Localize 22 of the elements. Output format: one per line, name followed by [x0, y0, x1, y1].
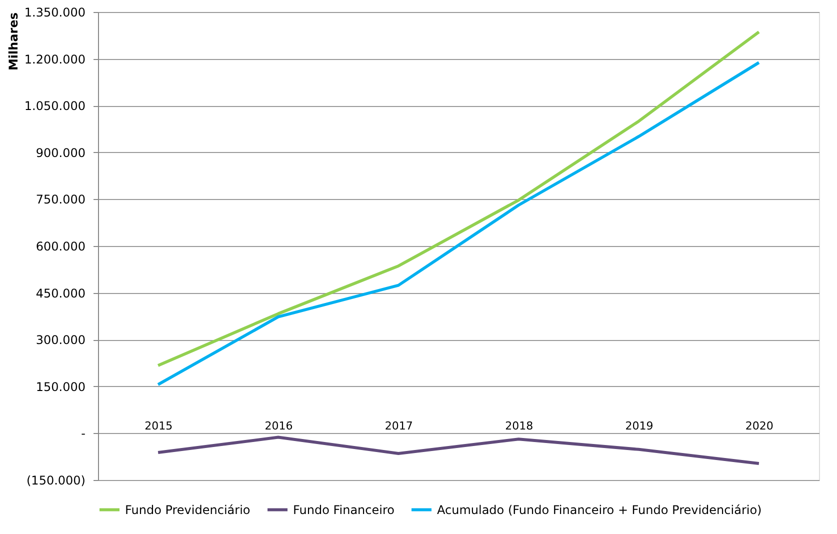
y-axis-title: Milhares	[6, 12, 20, 71]
y-tick-label: 1.200.000	[24, 52, 86, 66]
x-tick-label: 2015	[144, 420, 173, 432]
y-tick-label: -	[81, 426, 86, 441]
y-tick-label: 1.050.000	[24, 99, 86, 114]
y-tick-label: 300.000	[36, 333, 86, 348]
legend-label: Fundo Previdenciário	[125, 502, 250, 517]
y-tick-label: 150.000	[36, 380, 86, 394]
y-tick-label: 750.000	[36, 192, 86, 207]
y-tick-label: 900.000	[36, 146, 86, 160]
x-tick-label: 2020	[745, 420, 774, 432]
x-tick-label: 2019	[625, 420, 654, 432]
legend-label: Acumulado (Fundo Financeiro + Fundo Previdenciário)	[437, 502, 762, 517]
y-tick-label: 1.350.000	[24, 6, 86, 20]
y-tick-label: (150.000)	[26, 474, 86, 488]
x-tick-label: 2016	[264, 420, 293, 432]
line-series	[156, 436, 760, 465]
x-tick-label: 2017	[384, 420, 413, 432]
legend-label: Fundo Financeiro	[293, 502, 394, 517]
y-tick-label: 600.000	[36, 240, 86, 254]
x-tick-label: 2018	[505, 420, 534, 432]
y-tick-label: 450.000	[36, 286, 86, 300]
